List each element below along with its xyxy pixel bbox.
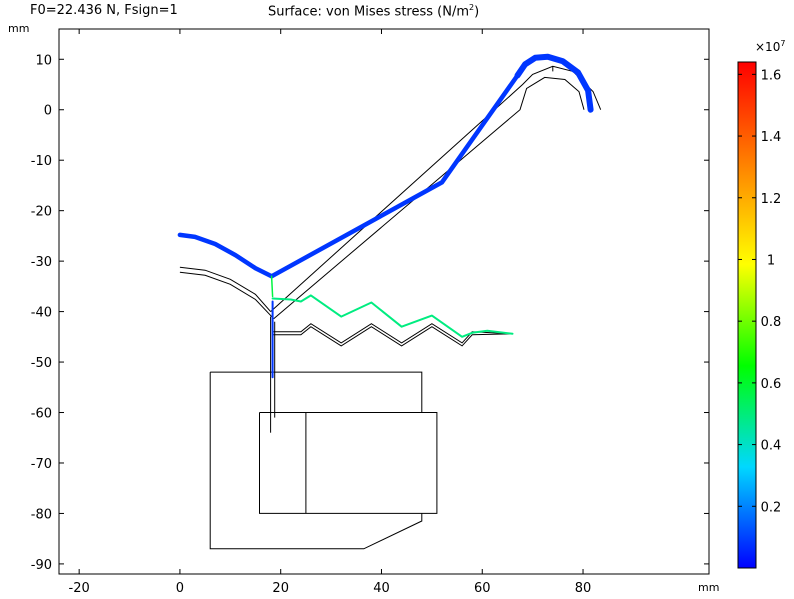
- y-unit-label: mm: [8, 22, 30, 35]
- colorbar-tick-label: 0.4: [761, 439, 782, 454]
- outline-inner-box: [259, 412, 438, 514]
- outline-body-frame: [210, 371, 423, 413]
- y-tick-label: -10: [31, 154, 52, 169]
- colorbar-tick-label: 1.2: [761, 192, 782, 207]
- colorbar-multiplier: ×107: [755, 39, 786, 54]
- stress-bands: [177, 53, 594, 379]
- outline-zigzag-lower: [272, 326, 513, 347]
- x-tick-label: 40: [373, 581, 390, 596]
- y-tick-label: -60: [31, 407, 52, 422]
- geometry-outlines: [179, 65, 602, 550]
- stress-band-arm-top: [177, 73, 520, 279]
- y-axis-ticks: 10 0 -10 -20 -30 -40 -50 -60 -70 -80 -90: [31, 53, 709, 573]
- colorbar-tick-label: 1.4: [761, 130, 782, 145]
- y-tick-label: -30: [31, 255, 52, 270]
- colorbar-tick-label: 0.8: [761, 315, 782, 330]
- stress-band-spring: [271, 294, 514, 338]
- colorbar-tick-label: 0.2: [761, 500, 782, 515]
- x-unit-label: mm: [698, 581, 720, 594]
- y-tick-label: -80: [31, 507, 52, 522]
- y-tick-label: -20: [31, 205, 52, 220]
- colorbar-tick-label: 1.6: [761, 68, 782, 83]
- outline-arc-outer: [179, 266, 271, 312]
- stress-band-arm-cap: [514, 53, 594, 113]
- x-tick-label: 20: [272, 581, 289, 596]
- x-tick-label: -20: [69, 581, 90, 596]
- x-axis-ticks: -20 0 20 40 60 80: [69, 29, 592, 596]
- colorbar-ticks: 0.2 0.4 0.6 0.8 1 1.2 1.4 1.6: [738, 68, 781, 515]
- y-tick-label: 0: [44, 104, 52, 119]
- x-tick-label: 60: [474, 581, 491, 596]
- x-tick-label: 0: [176, 581, 184, 596]
- y-tick-label: -50: [31, 356, 52, 371]
- outline-arm-inner: [273, 76, 585, 320]
- parameter-label: F0=22.436 N, Fsign=1: [30, 3, 178, 18]
- plot-title: Surface: von Mises stress (N/m2): [268, 3, 480, 20]
- stress-band-hinge-stem: [270, 275, 274, 298]
- y-tick-label: -90: [31, 558, 52, 573]
- outline-arc-inner: [179, 271, 275, 320]
- axes-frame: [58, 28, 710, 575]
- x-tick-label: 80: [575, 581, 592, 596]
- outline-zigzag-upper: [272, 323, 513, 344]
- y-tick-label: 10: [35, 53, 52, 68]
- colorbar-tick-label: 1: [767, 253, 775, 268]
- colorbar-bar: [737, 61, 757, 569]
- y-tick-label: -70: [31, 457, 52, 472]
- colorbar-tick-label: 0.6: [761, 377, 782, 392]
- outline-body-frame-lower: [209, 372, 423, 550]
- y-tick-label: -40: [31, 306, 52, 321]
